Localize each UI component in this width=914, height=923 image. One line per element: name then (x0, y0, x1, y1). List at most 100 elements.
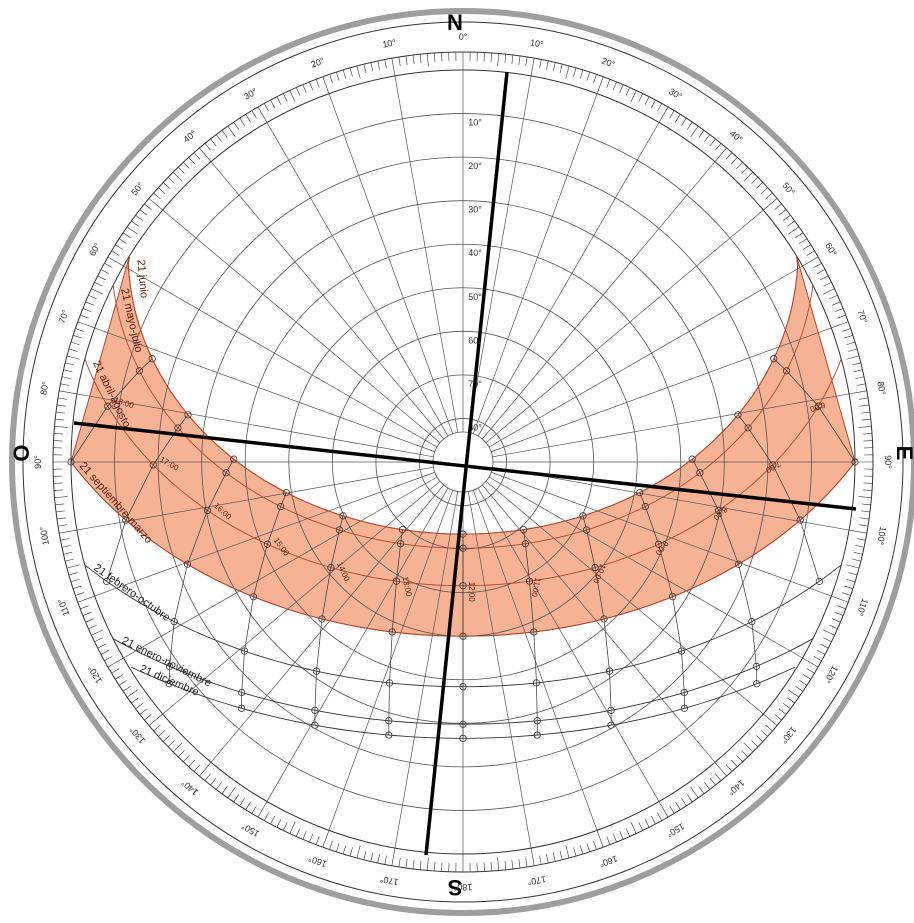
azimuth-tick (788, 690, 799, 697)
azimuth-tick (392, 58, 395, 76)
azimuth-tick (861, 511, 870, 512)
azimuth-tick (852, 363, 861, 365)
azimuth-tick (69, 573, 78, 575)
azimuth-tick (531, 58, 534, 76)
azimuth-label: 60° (823, 241, 839, 258)
azimuth-tick (303, 85, 307, 93)
azimuth-tick (343, 70, 346, 79)
azimuth-tick (222, 130, 227, 137)
azimuth-tick (83, 612, 91, 615)
azimuth-tick (704, 782, 709, 789)
azimuth-tick (858, 426, 871, 427)
azimuth-tick (858, 497, 871, 498)
azimuth-tick (715, 774, 721, 781)
azimuth-tick (823, 630, 835, 635)
azimuth-tick (88, 295, 96, 299)
azimuth-tick (670, 111, 675, 119)
azimuth-tick (675, 802, 680, 810)
azimuth-tick (55, 497, 68, 498)
azimuth-tick (844, 586, 853, 589)
azimuth-tick (199, 148, 211, 162)
azimuth-tick (566, 845, 569, 858)
azimuth-tick (64, 370, 73, 372)
azimuth-label: 70° (57, 308, 71, 325)
azimuth-tick (842, 329, 851, 332)
azimuth-tick (55, 426, 68, 427)
azimuth-tick (136, 703, 143, 708)
azimuth-tick (211, 778, 217, 785)
azimuth-tick (104, 656, 112, 660)
azimuth-tick (296, 87, 300, 95)
azimuth-tick (639, 93, 643, 101)
azimuth-tick (751, 741, 757, 747)
azimuth-line (267, 123, 448, 437)
azimuth-tick (863, 433, 872, 434)
azimuth-tick (498, 54, 499, 67)
azimuth-tick (566, 66, 569, 79)
azimuth-label: 10° (529, 37, 545, 49)
azimuth-tick (505, 54, 506, 63)
azimuth-tick (343, 845, 346, 854)
azimuth-tick (766, 193, 773, 199)
azimuth-tick (862, 504, 871, 505)
azimuth-tick (283, 93, 287, 101)
azimuth-tick (594, 74, 597, 83)
azimuth-tick (73, 335, 82, 338)
azimuth-tick (336, 72, 339, 81)
azimuth-tick (246, 802, 251, 810)
azimuth-tick (67, 356, 80, 359)
azimuth-tick (775, 714, 782, 720)
azimuth-tick (296, 828, 300, 836)
azimuth-tick (626, 828, 630, 836)
azimuth-tick (57, 405, 66, 406)
azimuth-tick (756, 182, 763, 188)
azimuth-line (478, 123, 659, 437)
azimuth-tick (857, 384, 866, 386)
azimuth-tick (246, 114, 251, 122)
azimuth-tick (519, 859, 520, 868)
azimuth-label: 100° (38, 525, 51, 545)
azimuth-tick (101, 650, 109, 654)
azimuth-label: 180° (453, 882, 472, 892)
azimuth-tick (574, 847, 576, 856)
azimuth-tick (80, 606, 88, 609)
azimuth-tick (83, 308, 91, 311)
azimuth-tick (854, 552, 863, 554)
azimuth-tick (763, 198, 777, 210)
azimuth-tick (820, 276, 828, 280)
azimuth-tick (385, 60, 387, 69)
azimuth-line (486, 210, 763, 443)
azimuth-tick (553, 853, 555, 862)
altitude-label: 50° (468, 292, 482, 302)
azimuth-tick (303, 831, 307, 839)
azimuth-tick (158, 730, 165, 736)
azimuth-tick (378, 61, 380, 70)
azimuth-label: 50° (129, 180, 146, 197)
azimuth-tick (252, 806, 257, 814)
azimuth-tick (330, 841, 333, 850)
azimuth-label: 90° (883, 455, 893, 469)
azimuth-tick (211, 139, 217, 146)
azimuth-tick (183, 162, 189, 169)
azimuth-label: 40° (181, 128, 198, 145)
azimuth-tick (681, 798, 686, 806)
azimuth-line (163, 210, 440, 443)
azimuth-tick (144, 204, 151, 210)
azimuth-tick (802, 658, 818, 667)
azimuth-tick (78, 596, 95, 602)
azimuth-tick (814, 263, 822, 267)
azimuth-tick (857, 539, 866, 541)
azimuth-tick (323, 830, 329, 847)
azimuth-tick (158, 188, 165, 194)
azimuth-tick (309, 834, 312, 842)
azimuth-tick (715, 148, 727, 162)
azimuth-tick (691, 126, 698, 137)
azimuth-tick (862, 419, 871, 420)
azimuth-tick (104, 263, 112, 267)
azimuth-label: 130° (127, 725, 147, 746)
azimuth-tick (863, 490, 872, 491)
azimuth-tick (744, 743, 753, 752)
azimuth-tick (101, 270, 109, 274)
azimuth-tick (283, 822, 287, 830)
azimuth-tick (855, 377, 864, 379)
